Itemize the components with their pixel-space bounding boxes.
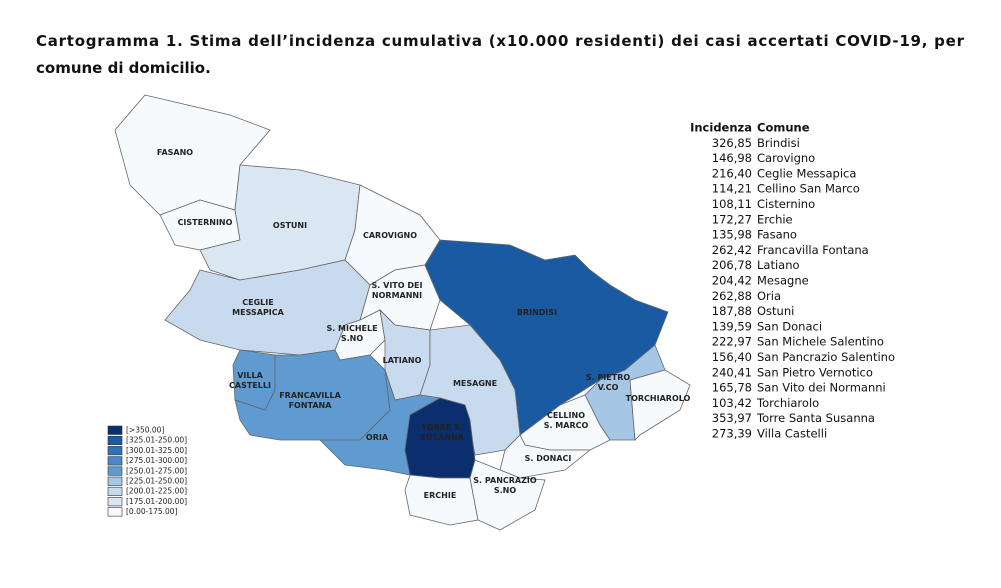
region-label: CISTERNINO xyxy=(178,218,233,227)
incidence-value: 156,40 xyxy=(712,350,752,364)
region-label: SUSANNA xyxy=(420,433,465,442)
map: FASANO CISTERNINO OSTUNI CAROVIGNO S. VITO D… xyxy=(114,94,691,531)
region-label: S. PIETRO xyxy=(586,373,631,382)
legend-label: [225.01-250.00] xyxy=(126,477,187,486)
incidence-value: 262,88 xyxy=(712,289,752,303)
region-label: FRANCAVILLA xyxy=(279,391,341,400)
region-label: S.NO xyxy=(341,334,363,343)
region-label: VILLA xyxy=(237,371,263,380)
incidence-value: 135,98 xyxy=(712,228,752,242)
incidence-value: 187,88 xyxy=(712,304,752,318)
incidence-value: 114,21 xyxy=(712,182,752,196)
incidence-value: 262,42 xyxy=(712,243,752,257)
region-label: CELLINO xyxy=(547,411,585,420)
comune-name: Torchiarolo xyxy=(756,396,819,410)
legend-swatch xyxy=(107,486,123,497)
comune-name: Torre Santa Susanna xyxy=(756,411,875,425)
region-label: S. MICHELE xyxy=(326,324,377,333)
region-label: CEGLIE xyxy=(242,298,273,307)
comune-name: Cisternino xyxy=(757,197,815,211)
region-label: S. VITO DEI xyxy=(372,281,423,290)
legend-swatch xyxy=(107,507,123,517)
region-label: S. PANCRAZIO xyxy=(473,476,537,485)
region-label: MESSAPICA xyxy=(232,308,284,317)
legend-label: [300.01-325.00] xyxy=(126,446,187,455)
region xyxy=(629,369,691,441)
legend-swatch xyxy=(107,435,123,446)
region-label: FONTANA xyxy=(289,401,333,410)
region-label: BRINDISI xyxy=(517,308,557,317)
comune-name: Oria xyxy=(757,289,781,303)
legend-label: [275.01-300.00] xyxy=(126,456,187,465)
comune-name: Cellino San Marco xyxy=(757,182,860,196)
comune-name: San Pietro Vernotico xyxy=(757,365,873,379)
comune-name: Erchie xyxy=(757,212,793,226)
comune-name: San Pancrazio Salentino xyxy=(757,350,895,364)
region-label: S. DONACI xyxy=(525,454,572,463)
legend-swatch xyxy=(107,425,123,435)
region xyxy=(232,349,276,411)
comune-name: Mesagne xyxy=(757,274,809,288)
region-label: CAROVIGNO xyxy=(363,231,417,240)
legend-label: [325.01-250.00] xyxy=(126,436,187,445)
region-label: FASANO xyxy=(157,148,193,157)
region-label: V.CO xyxy=(598,383,619,392)
comune-name: San Michele Salentino xyxy=(757,335,884,349)
incidence-value: 240,41 xyxy=(712,365,752,379)
incidence-value: 108,11 xyxy=(712,197,752,211)
comune-name: San Vito dei Normanni xyxy=(757,381,886,395)
title-line: Cartogramma 1. Stima dell’incidenza cumu… xyxy=(36,32,965,50)
region xyxy=(469,459,546,531)
comune-name: Carovigno xyxy=(757,151,815,165)
region-label: OSTUNI xyxy=(273,221,307,230)
comune-name: Ceglie Messapica xyxy=(757,166,856,180)
legend-swatch xyxy=(107,497,123,507)
region-label: TORCHIAROLO xyxy=(626,394,691,403)
legend-swatch xyxy=(107,476,123,486)
comune-name: Fasano xyxy=(757,228,797,242)
region-label: NORMANNI xyxy=(372,291,422,300)
legend-label: [0.00-175.00] xyxy=(126,507,178,516)
legend-swatch xyxy=(107,446,123,456)
region-label: ERCHIE xyxy=(424,491,457,500)
incidence-value: 353,97 xyxy=(712,411,752,425)
region-label: TORRE S. xyxy=(421,423,463,432)
incidence-value: 326,85 xyxy=(712,136,752,150)
comune-name: Latiano xyxy=(757,258,800,272)
comune-name: Ostuni xyxy=(757,304,794,318)
region xyxy=(404,474,479,526)
region-label: ORIA xyxy=(366,433,389,442)
table-header: Incidenza xyxy=(690,121,752,135)
comune-name: Brindisi xyxy=(757,136,800,150)
legend-swatch xyxy=(107,466,123,476)
incidence-value: 139,59 xyxy=(712,319,752,333)
region-label: LATIANO xyxy=(383,356,422,365)
legend-label: [175.01-200.00] xyxy=(126,497,187,506)
comune-name: San Donaci xyxy=(757,319,822,333)
incidence-value: 273,39 xyxy=(712,427,752,441)
region-label: S. MARCO xyxy=(544,421,589,430)
legend-label: [>350.00] xyxy=(126,426,164,435)
incidence-value: 146,98 xyxy=(712,151,752,165)
incidence-value: 206,78 xyxy=(712,258,752,272)
incidence-value: 204,42 xyxy=(712,274,752,288)
table-header: Comune xyxy=(757,121,810,135)
legend-label: [250.01-275.00] xyxy=(126,466,187,475)
title-line: comune di domicilio. xyxy=(36,59,211,77)
incidence-value: 172,27 xyxy=(712,212,752,226)
region xyxy=(419,324,521,456)
legend-swatch xyxy=(107,456,123,466)
incidence-value: 216,40 xyxy=(712,166,752,180)
comune-name: Francavilla Fontana xyxy=(757,243,869,257)
region-label: S.NO xyxy=(494,486,516,495)
comune-name: Villa Castelli xyxy=(757,427,827,441)
region-label: CASTELLI xyxy=(229,381,271,390)
legend-label: [200.01-225.00] xyxy=(126,487,187,496)
incidence-value: 103,42 xyxy=(712,396,752,410)
incidence-value: 222,97 xyxy=(712,335,752,349)
incidence-value: 165,78 xyxy=(712,381,752,395)
region-label: MESAGNE xyxy=(453,379,497,388)
